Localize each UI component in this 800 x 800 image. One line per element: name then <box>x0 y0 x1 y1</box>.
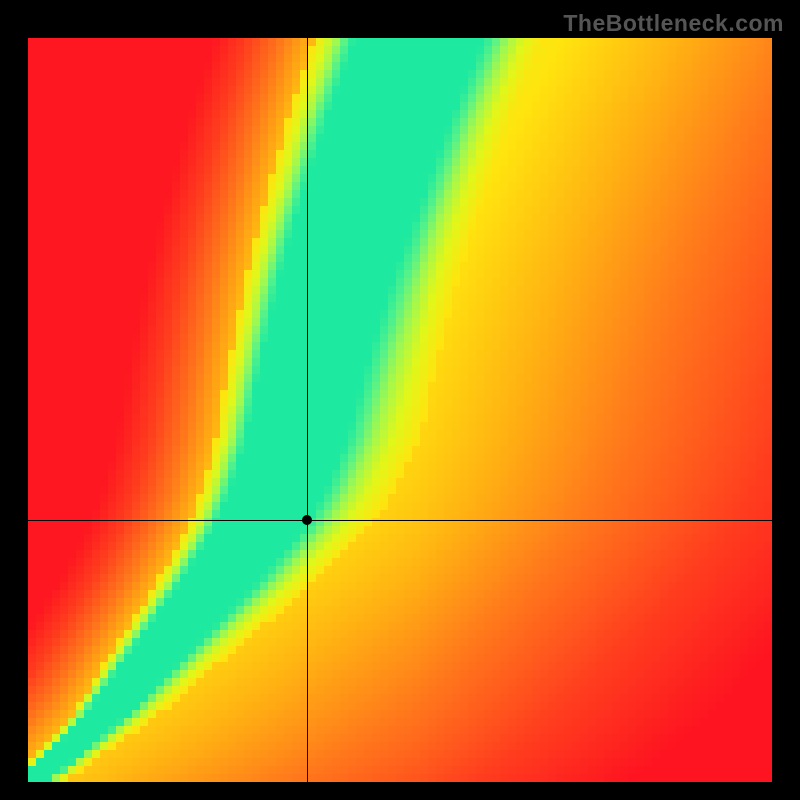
crosshair-vertical <box>307 38 308 782</box>
heatmap-canvas <box>28 38 772 782</box>
crosshair-horizontal <box>28 520 772 521</box>
watermark-text: TheBottleneck.com <box>563 10 784 37</box>
marker-point <box>302 515 312 525</box>
heatmap-plot <box>28 38 772 782</box>
